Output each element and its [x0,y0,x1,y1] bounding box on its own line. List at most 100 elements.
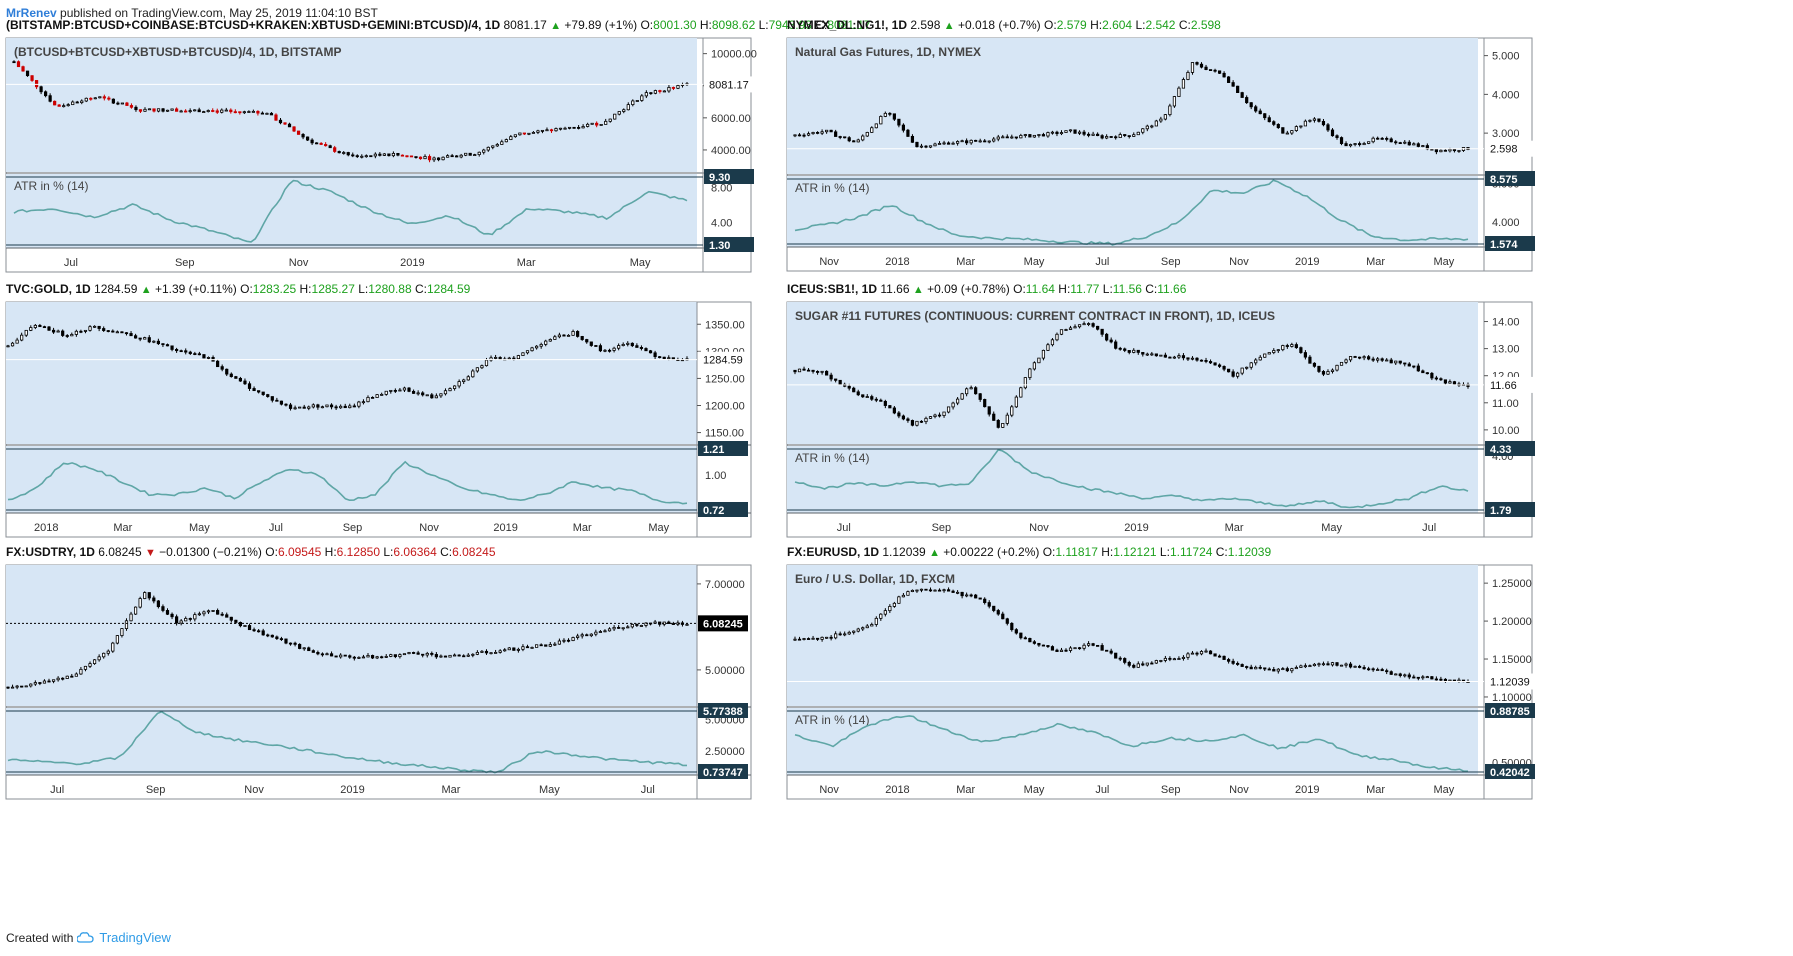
candle-body [283,122,287,125]
candle-body [457,381,461,387]
candle-body [418,156,423,160]
candle-body [443,655,448,658]
chart-panel-4: SUGAR #11 FUTURES (CONTINUOUS: CURRENT C… [786,301,1535,538]
candle-body [1141,663,1145,666]
candle-body [1037,357,1041,364]
x-tick-label: Nov [289,257,309,269]
candle-body [184,350,188,353]
down-arrow-icon: ▼ [144,547,156,559]
candle-body [275,636,279,640]
open-label: O: [1042,545,1056,559]
candle-body [852,387,856,393]
candle-body [106,650,110,654]
candle-body [251,110,255,113]
candle-body [667,357,671,360]
candle-body [1172,96,1177,107]
candle-body [156,340,160,345]
candle-body [820,131,824,134]
candle-body [414,156,418,158]
candle-body [216,610,220,615]
candle-body [1141,128,1145,133]
candle-body [1091,133,1095,136]
candle-body [206,610,211,613]
candle-body [1064,130,1068,133]
candle-body [243,380,247,385]
candle-body [161,108,165,112]
candle-body [1421,145,1425,147]
candle-body [1041,349,1046,359]
x-tick-label: Sep [1161,784,1181,796]
candle-body [293,642,297,645]
candle-body [797,638,802,641]
high-value: 8098.62 [711,18,759,32]
candle-body [287,123,292,128]
candle-body [339,405,343,409]
candle-body [1434,678,1438,681]
candle-body [206,110,210,112]
candle-body [1443,149,1448,152]
candle-body [305,136,310,141]
candle-body [448,654,452,658]
candle-body [220,109,224,113]
candle-body [61,677,65,680]
candle-body [188,618,192,620]
candle-body [598,631,603,633]
atr-lower-label-bg [698,502,748,517]
candle-body [554,128,558,132]
candle-body [1050,646,1055,651]
candle-body [942,411,946,416]
atr-upper-label-bg [1485,703,1535,718]
candle-body [24,685,28,688]
tradingview-brand[interactable]: TradingView [99,930,171,945]
candle-body [1303,352,1307,358]
candle-body [455,155,459,158]
price-tick-label: 5.000 [1492,51,1520,63]
candle-body [1145,353,1149,356]
atr-upper-label-bg [1485,171,1535,186]
open-value: 6.09545 [277,545,325,559]
candle-body [129,613,133,622]
candle-body [897,118,901,126]
atr-upper-label: 4.33 [1490,444,1511,456]
candle-body [1348,356,1353,361]
candle-body [409,155,414,158]
candle-body [811,637,815,640]
candle-body [1150,125,1154,128]
open-value: 1.11817 [1055,545,1102,559]
price-tick-label: 1250.00 [705,373,745,385]
candle-body [6,345,10,348]
atr-legend: ATR in % (14) [795,451,869,465]
candle-body [820,636,824,640]
candle-body [915,589,919,592]
footer: Created with TradingView [6,930,171,945]
candle-body [585,634,589,637]
atr-legend: ATR in % (14) [795,713,869,727]
candle-body [1362,667,1366,670]
candle-body [243,625,247,627]
candle-body [1367,141,1371,144]
candle-body [1339,137,1344,144]
candle-body [79,668,83,675]
x-tick-label: May [648,522,669,534]
candle-body [339,654,343,658]
candle-body [175,108,179,112]
candle-body [6,686,10,689]
candle-body [48,95,52,102]
candle-body [639,347,644,349]
candle-body [1190,652,1195,655]
candle-body [906,418,910,421]
candle-body [124,332,129,335]
candle-body [640,95,644,101]
x-tick-label: Jul [50,784,64,796]
author-link[interactable]: MrRenev [6,6,57,20]
candle-body [1448,381,1452,384]
candle-body [1285,132,1289,135]
candle-body [1452,381,1457,385]
last-price-label-bg [1485,140,1535,157]
candle-body [802,638,806,640]
candle-body [1254,666,1258,670]
x-tick-label: 2018 [885,256,909,268]
candle-body [1281,345,1285,351]
candle-body [405,155,409,158]
candle-body [266,394,270,397]
